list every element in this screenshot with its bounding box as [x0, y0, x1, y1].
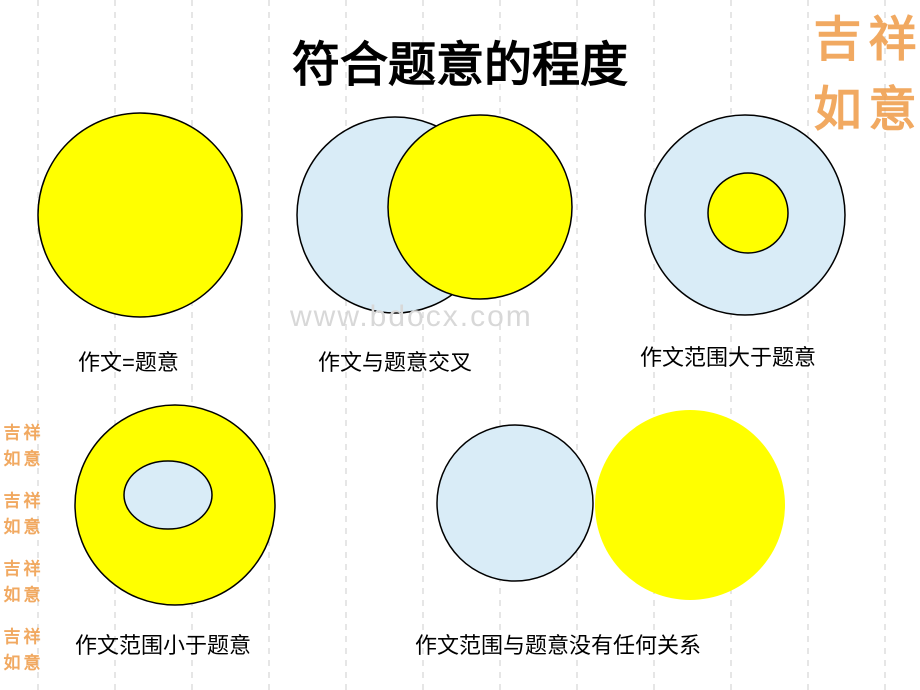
svg-text:如: 如	[4, 517, 21, 537]
svg-text:祥: 祥	[24, 423, 41, 443]
svg-text:吉: 吉	[4, 492, 21, 511]
svg-text:意: 意	[24, 585, 41, 605]
svg-text:吉: 吉	[4, 628, 21, 647]
seal-stamp-small: 吉祥如意	[2, 488, 42, 540]
diagram-disjoint	[430, 405, 800, 615]
caption-equal: 作文=题意	[78, 345, 179, 377]
svg-text:祥: 祥	[24, 627, 41, 647]
caption-superset: 作文范围大于题意	[640, 340, 816, 372]
page-title: 符合题意的程度	[0, 25, 920, 95]
diagram-subset	[60, 395, 290, 615]
svg-text:意: 意	[24, 449, 41, 469]
svg-text:祥: 祥	[24, 559, 41, 579]
seal-stamp-small: 吉祥如意	[2, 624, 42, 676]
caption-disjoint: 作文范围与题意没有任何关系	[415, 628, 701, 660]
svg-text:如: 如	[4, 653, 21, 673]
svg-text:如: 如	[4, 449, 21, 469]
svg-text:祥: 祥	[24, 491, 41, 511]
caption-subset: 作文范围小于题意	[75, 628, 251, 660]
svg-text:吉: 吉	[4, 560, 21, 579]
svg-text:意: 意	[24, 517, 41, 537]
svg-text:意: 意	[24, 653, 41, 673]
svg-text:如: 如	[4, 585, 21, 605]
seal-stamp-small: 吉祥如意	[2, 556, 42, 608]
seal-stamp-small: 吉祥如意	[2, 420, 42, 472]
diagram-superset	[630, 105, 860, 325]
svg-text:吉: 吉	[4, 424, 21, 443]
diagram-intersect	[290, 105, 590, 325]
diagram-equal	[30, 105, 250, 325]
caption-intersect: 作文与题意交叉	[318, 345, 472, 377]
